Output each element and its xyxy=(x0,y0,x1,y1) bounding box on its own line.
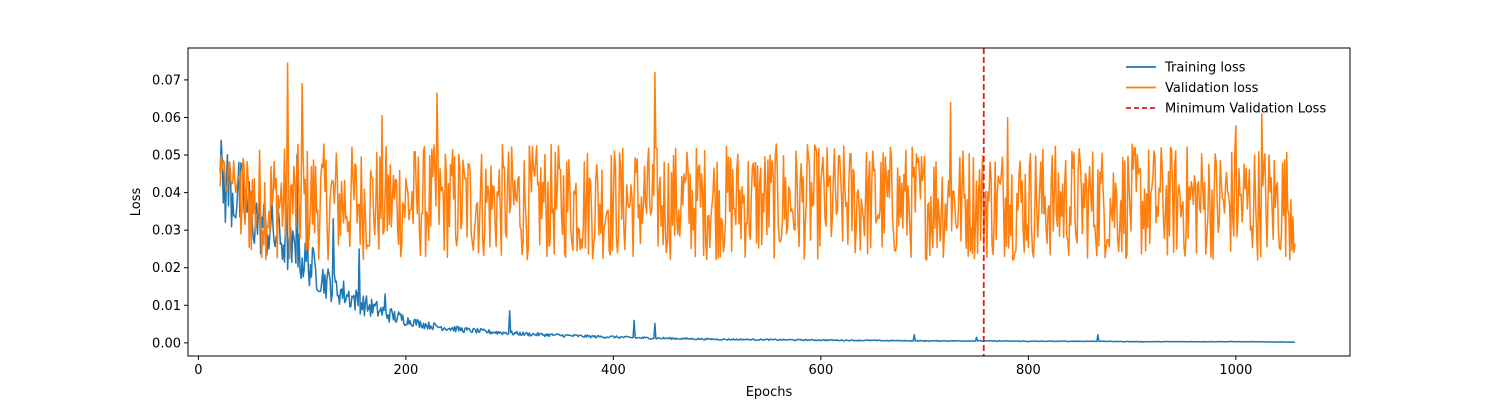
x-tick-label: 800 xyxy=(1016,363,1041,378)
plot-frame xyxy=(187,47,1351,357)
legend-label-training: Training loss xyxy=(1164,61,1246,76)
x-tick-label: 1000 xyxy=(1219,363,1252,378)
y-tick-label: 0.02 xyxy=(152,261,181,276)
validation-loss-line xyxy=(219,62,1296,261)
y-tick-label: 0.07 xyxy=(152,73,181,88)
x-tick-label: 200 xyxy=(393,363,418,378)
x-tick-label: 0 xyxy=(194,363,202,378)
series-group xyxy=(219,48,1296,356)
y-tick-label: 0.03 xyxy=(152,224,181,239)
legend: Training loss Validation loss Minimum Vali… xyxy=(1126,61,1326,117)
y-tick-label: 0.01 xyxy=(152,299,181,314)
x-tick-label: 600 xyxy=(808,363,833,378)
legend-label-min-validation: Minimum Validation Loss xyxy=(1165,102,1326,117)
training-loss-line xyxy=(219,139,1296,343)
plot-area xyxy=(219,48,1296,356)
y-tick-label: 0.06 xyxy=(152,111,181,126)
x-axis-label: Epochs xyxy=(746,385,793,400)
y-tick-label: 0.05 xyxy=(152,149,181,164)
legend-label-validation: Validation loss xyxy=(1165,81,1259,96)
x-tick-label: 400 xyxy=(601,363,626,378)
y-tick-label: 0.04 xyxy=(152,186,181,201)
axes: 0 200 400 600 800 1000 0.00 0.01 0.02 0.03 0.04 0.0… xyxy=(152,47,1351,378)
y-tick-label: 0.00 xyxy=(152,336,181,351)
y-axis-label: Loss xyxy=(129,188,144,217)
